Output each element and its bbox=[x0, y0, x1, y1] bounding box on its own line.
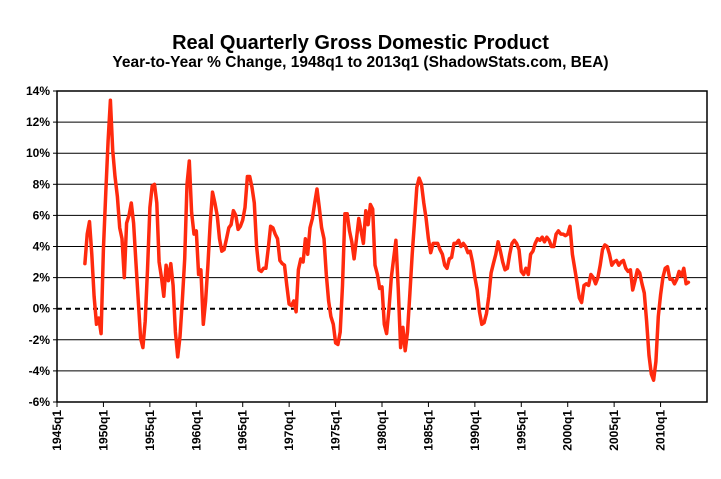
x-tick-label: 2000q1 bbox=[561, 410, 575, 451]
y-tick-label: 0% bbox=[33, 302, 51, 316]
x-tick-label: 1950q1 bbox=[96, 410, 110, 451]
y-tick-label: -2% bbox=[29, 333, 51, 347]
x-tick-label: 1955q1 bbox=[143, 410, 157, 451]
x-tick-label: 1965q1 bbox=[236, 410, 250, 451]
series-line bbox=[83, 98, 691, 382]
x-tick-label: 2010q1 bbox=[654, 410, 668, 451]
x-tick-label: 1985q1 bbox=[421, 410, 435, 451]
y-tick-label: 8% bbox=[33, 177, 51, 191]
y-tick-label: 6% bbox=[33, 208, 51, 222]
y-tick-label: 14% bbox=[26, 84, 50, 98]
x-tick-label: 1970q1 bbox=[282, 410, 296, 451]
x-tick-label: 1995q1 bbox=[514, 410, 528, 451]
y-tick-label: -4% bbox=[29, 364, 51, 378]
chart-subtitle: Year-to-Year % Change, 1948q1 to 2013q1 … bbox=[112, 54, 609, 71]
x-tick-label: 1975q1 bbox=[329, 410, 343, 451]
y-tick-label: 10% bbox=[26, 146, 50, 160]
y-tick-label: -6% bbox=[29, 395, 51, 409]
y-tick-label: 2% bbox=[33, 271, 51, 285]
x-tick-label: 1990q1 bbox=[468, 410, 482, 451]
y-tick-label: 4% bbox=[33, 240, 51, 254]
x-tick-label: 2005q1 bbox=[607, 410, 621, 451]
chart-title: Real Quarterly Gross Domestic Product bbox=[172, 32, 549, 54]
x-tick-label: 1945q1 bbox=[50, 410, 64, 451]
x-tick-label: 1980q1 bbox=[375, 410, 389, 451]
y-tick-label: 12% bbox=[26, 115, 50, 129]
x-tick-label: 1960q1 bbox=[189, 410, 203, 451]
